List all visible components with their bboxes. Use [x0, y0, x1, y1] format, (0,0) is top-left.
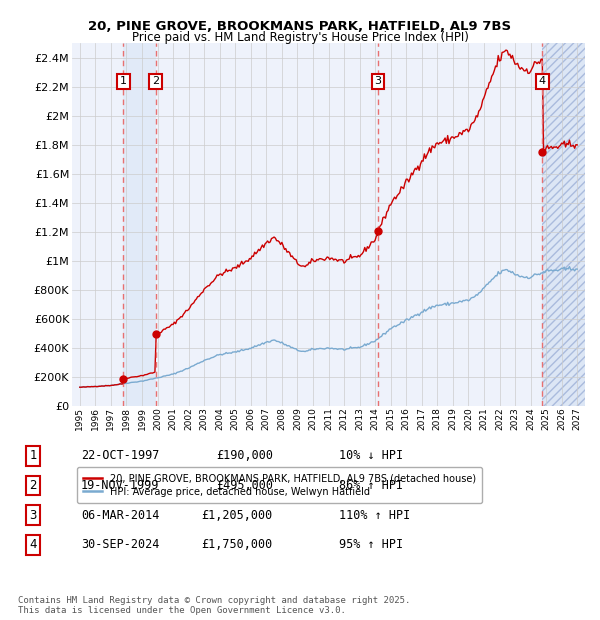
Text: 06-MAR-2014: 06-MAR-2014 [81, 509, 160, 521]
Text: 4: 4 [539, 76, 546, 86]
Text: 86% ↑ HPI: 86% ↑ HPI [339, 479, 403, 492]
Text: 110% ↑ HPI: 110% ↑ HPI [339, 509, 410, 521]
Text: 1: 1 [120, 76, 127, 86]
Text: 19-NOV-1999: 19-NOV-1999 [81, 479, 160, 492]
Text: 20, PINE GROVE, BROOKMANS PARK, HATFIELD, AL9 7BS: 20, PINE GROVE, BROOKMANS PARK, HATFIELD… [88, 20, 512, 33]
Text: £190,000: £190,000 [216, 450, 273, 462]
Legend: 20, PINE GROVE, BROOKMANS PARK, HATFIELD, AL9 7BS (detached house), HPI: Average: 20, PINE GROVE, BROOKMANS PARK, HATFIELD… [77, 467, 482, 503]
Text: 10% ↓ HPI: 10% ↓ HPI [339, 450, 403, 462]
Text: £1,750,000: £1,750,000 [202, 539, 273, 551]
Text: £1,205,000: £1,205,000 [202, 509, 273, 521]
Text: 3: 3 [374, 76, 382, 86]
Text: 22-OCT-1997: 22-OCT-1997 [81, 450, 160, 462]
Text: 2: 2 [29, 479, 37, 492]
Text: 3: 3 [29, 509, 37, 521]
Text: 2: 2 [152, 76, 160, 86]
Bar [124, 43, 156, 406]
Text: Price paid vs. HM Land Registry's House Price Index (HPI): Price paid vs. HM Land Registry's House … [131, 31, 469, 44]
Text: 4: 4 [29, 539, 37, 551]
Text: 1: 1 [29, 450, 37, 462]
Text: £495,000: £495,000 [216, 479, 273, 492]
Text: Contains HM Land Registry data © Crown copyright and database right 2025.
This d: Contains HM Land Registry data © Crown c… [18, 596, 410, 615]
Text: 95% ↑ HPI: 95% ↑ HPI [339, 539, 403, 551]
Bar [542, 43, 585, 406]
Bar [542, 43, 585, 406]
Text: 30-SEP-2024: 30-SEP-2024 [81, 539, 160, 551]
